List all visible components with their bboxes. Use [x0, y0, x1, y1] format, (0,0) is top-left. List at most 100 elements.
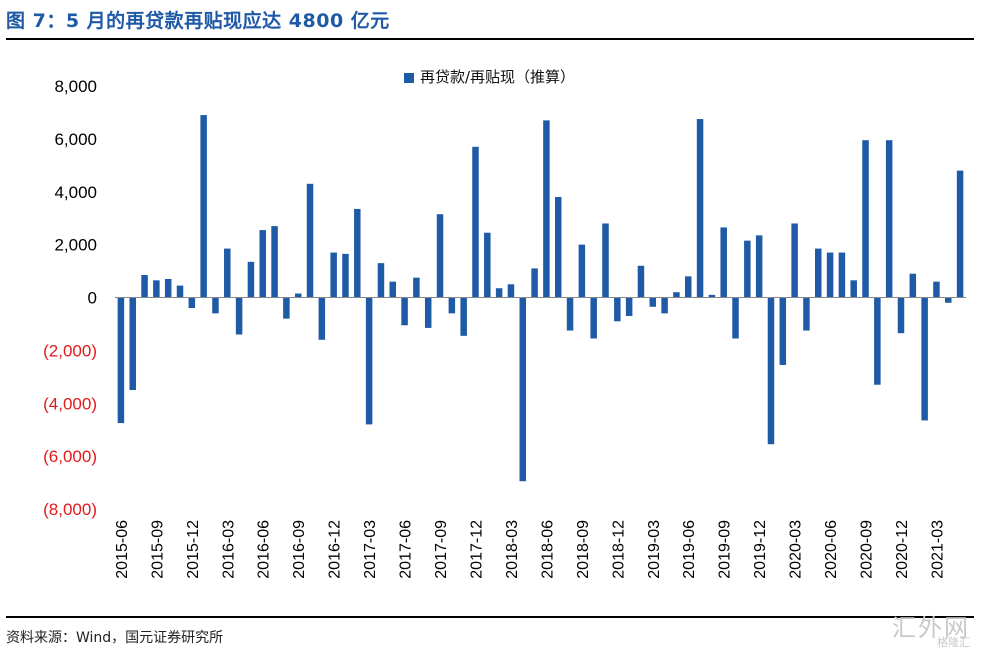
bar [283, 297, 290, 319]
x-tick-label: 2020-12 [894, 520, 911, 579]
x-tick-label: 2015-06 [114, 520, 131, 579]
bar [661, 297, 668, 314]
bar [945, 297, 952, 303]
bar [200, 115, 207, 298]
bar [850, 280, 857, 298]
bar [933, 281, 940, 298]
y-tick-label: (6,000) [43, 447, 97, 466]
y-tick-label: 0 [88, 289, 97, 308]
x-tick-label: 2016-12 [327, 520, 344, 579]
bar [649, 297, 657, 307]
bar [330, 252, 337, 298]
source-note: 资料来源：Wind，国元证券研究所 [6, 630, 224, 646]
x-tick-label: 2018-06 [539, 520, 556, 579]
y-axis: 8,000 6,000 4,000 2,000 0 (2,000) (4,000) (6,00… [43, 77, 97, 519]
x-tick-label: 2017-06 [398, 520, 415, 579]
x-tick-label: 2017-03 [362, 520, 379, 579]
bar [862, 140, 869, 298]
y-tick-label: 6,000 [54, 130, 97, 149]
bar [779, 297, 787, 365]
bar [732, 297, 739, 339]
x-tick-label: 2017-09 [433, 520, 450, 579]
chart-legend: 再贷款/再贴现（推算） [404, 66, 575, 87]
bar [129, 297, 136, 391]
bar [578, 244, 586, 298]
bar [554, 197, 562, 298]
bar [637, 265, 645, 298]
bar [590, 297, 597, 339]
bar [543, 120, 550, 298]
bar [566, 297, 574, 331]
bar [153, 280, 160, 298]
bar-chart: 8,000 6,000 4,000 2,000 0 (2,000) (4,000) (6,00… [43, 77, 966, 579]
bar [826, 252, 834, 298]
bar [342, 253, 349, 298]
bar [519, 297, 527, 482]
bar [874, 297, 881, 385]
y-tick-label: (4,000) [43, 394, 97, 413]
bar [235, 297, 243, 335]
bar [389, 281, 397, 298]
x-tick-label: 2016-03 [220, 520, 237, 579]
y-tick-label: (2,000) [43, 341, 97, 360]
x-tick-label: 2019-03 [646, 520, 663, 579]
bar [460, 297, 467, 336]
bar [815, 248, 822, 298]
bar [306, 183, 314, 298]
bar [755, 235, 763, 298]
bar [885, 140, 893, 298]
x-tick-label: 2018-09 [575, 520, 592, 579]
x-tick-label: 2019-09 [717, 520, 734, 579]
bar [448, 297, 456, 314]
bar [188, 297, 196, 309]
x-tick-label: 2016-09 [291, 520, 308, 579]
bar [176, 285, 184, 298]
bar [413, 277, 420, 298]
x-tick-label: 2019-12 [752, 520, 769, 579]
bar [602, 223, 609, 298]
bar [354, 208, 361, 298]
x-tick-label: 2015-09 [149, 520, 166, 579]
bar [531, 268, 538, 298]
bar [803, 297, 810, 331]
bar [436, 214, 444, 298]
bar [271, 226, 278, 298]
x-tick-label: 2020-06 [823, 520, 840, 579]
bar [791, 223, 798, 298]
bar [259, 230, 266, 298]
bar [744, 240, 751, 298]
bar [495, 288, 503, 298]
bar [401, 297, 408, 326]
x-tick-label: 2016-06 [256, 520, 273, 579]
bar-series [117, 115, 964, 482]
bar [696, 119, 704, 298]
bar [673, 292, 680, 298]
bar [365, 297, 373, 425]
bar [625, 297, 633, 317]
bar [424, 297, 432, 328]
x-tick-label: 2020-03 [788, 520, 805, 579]
bar [507, 284, 515, 298]
legend-label: 再贷款/再贴现（推算） [420, 68, 576, 86]
bottom-rule [6, 616, 974, 618]
watermark: 汇外网 [892, 614, 970, 642]
bar [484, 232, 491, 298]
bar [472, 146, 479, 298]
x-tick-label: 2019-06 [681, 520, 698, 579]
bar [708, 294, 716, 298]
x-axis: 2015-06 2015-09 2015-12 2016-03 2016-06 2016-… [114, 520, 947, 579]
bar [897, 297, 905, 334]
bar [909, 273, 917, 298]
figure-title: 图 7：5 月的再贷款再贴现应达 4800 亿元 [6, 10, 390, 32]
x-tick-label: 2017-12 [468, 520, 485, 579]
bar [838, 252, 846, 298]
bar [212, 297, 219, 314]
y-tick-label: (8,000) [43, 500, 97, 519]
x-tick-label: 2015-12 [185, 520, 202, 579]
x-tick-label: 2021-03 [929, 520, 946, 579]
x-tick-label: 2020-09 [859, 520, 876, 579]
legend-swatch-icon [404, 72, 414, 83]
y-tick-label: 8,000 [54, 77, 97, 96]
x-tick-label: 2018-03 [504, 520, 521, 579]
bar [956, 170, 964, 298]
